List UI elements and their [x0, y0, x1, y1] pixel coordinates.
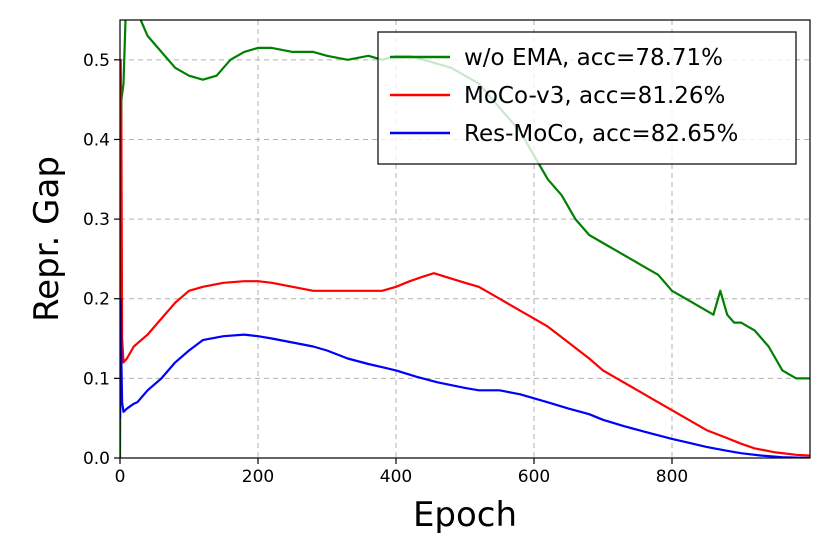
y-tick-label: 0.3 [83, 210, 110, 230]
legend-box [377, 31, 797, 165]
y-tick-label: 0.5 [83, 51, 110, 71]
plot-frame [119, 19, 811, 459]
x-axis-label: Epoch [413, 495, 517, 535]
legend: w/o EMA, acc=78.71% MoCo-v3, acc=81.26% Re… [377, 31, 797, 165]
y-tick-label: 0.0 [83, 449, 110, 469]
x-tick-label: 600 [518, 467, 550, 487]
series-line-2 [120, 58, 810, 457]
x-tick-label: 200 [242, 467, 274, 487]
x-tick-label: 800 [656, 467, 688, 487]
y-tick-label: 0.2 [83, 290, 110, 310]
y-tick-label: 0.1 [83, 369, 110, 389]
legend-label: Res-MoCo, acc=82.65% [464, 121, 738, 147]
y-axis-label: Repr. Gap [27, 156, 67, 322]
y-tick-label: 0.4 [83, 130, 110, 150]
axis-ticks: 0 200 400 600 800 0.0 0.1 0.2 0.3 0.4 0.5 [83, 51, 688, 487]
legend-label: MoCo-v3, acc=81.26% [464, 83, 725, 109]
x-tick-label: 0 [115, 467, 126, 487]
series-line-3 [120, 297, 810, 458]
x-tick-label: 400 [380, 467, 412, 487]
legend-label: w/o EMA, acc=78.71% [464, 45, 723, 71]
